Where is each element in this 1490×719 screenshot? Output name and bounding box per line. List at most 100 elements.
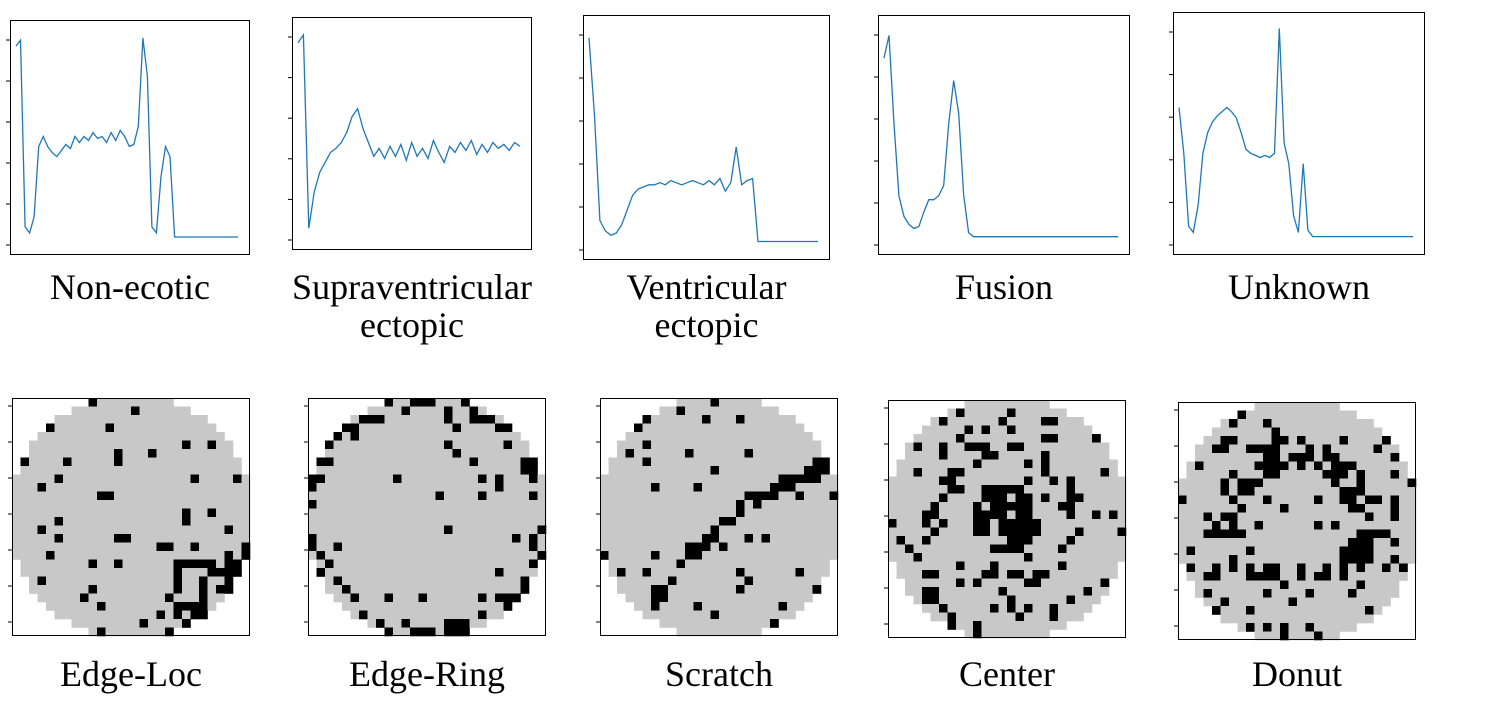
wafer-die [617,457,626,467]
wafer-die [1212,453,1221,462]
wafer-die [190,415,200,424]
wafer-die [333,449,343,458]
wafer-die [1024,476,1033,486]
wafer-die [316,551,326,560]
wafer-die [608,517,618,526]
wafer-die [1229,580,1238,590]
wafer-die [1075,459,1084,469]
wafer-die [710,406,720,416]
wafer-die [1024,561,1033,571]
wafer-die [503,474,513,484]
wafer-die [367,602,377,611]
wafer-die [444,406,453,416]
wafer-die [812,457,822,467]
wafer-die [651,517,660,526]
wafer-die [190,610,200,620]
wafer-die [668,619,677,628]
wafer-die [1041,476,1050,486]
wafer-die [625,483,635,492]
wafer-die [486,466,496,475]
wafer-die [804,593,813,603]
wafer-die [1305,487,1315,496]
wafer-die [973,408,982,418]
wafer-die [778,559,788,569]
wafer-die [964,485,974,494]
wafer-die [46,576,55,586]
wafer-die [1024,417,1033,426]
wafer-die [80,602,89,611]
wafer-die [744,517,754,526]
wafer-die [1066,553,1076,562]
wafer-die [964,621,974,630]
wafer-die [333,508,343,518]
wafer-die [1229,461,1238,471]
wafer-die [947,451,957,460]
wafer-die [1186,555,1196,564]
wafer-die [702,457,711,467]
wafer-die [131,517,140,526]
wafer-die [537,483,547,492]
wafer-die [702,406,711,416]
wafer-die [1237,436,1247,445]
wafer-die [1297,478,1306,488]
wafer-die [1254,614,1264,624]
wafer-die [1041,493,1050,503]
wafer-die [736,457,745,467]
wafer-die [1331,470,1340,479]
wafer-die [1331,555,1340,564]
wafer-die [702,508,711,518]
wafer-die [131,406,140,416]
wafer-die [1041,510,1050,520]
wafer-die [114,593,123,603]
wafer-die [804,525,813,535]
wafer-die [973,442,982,452]
wafer-die [29,517,38,526]
wafer-die [46,440,55,450]
wafer-die [1280,521,1289,530]
wafer-die [1024,612,1033,622]
wafer-die [1322,419,1332,428]
wafer-die [947,570,957,579]
wafer-die [401,406,411,416]
plot-frame [1178,402,1416,640]
wafer-die [981,510,991,520]
wafer-die [913,570,923,579]
wafer-die [659,517,669,526]
wafer-die [393,466,402,475]
wafer-die [418,585,428,594]
wafer-die [753,610,762,620]
wafer-die [461,585,470,594]
wafer-die [1271,453,1281,462]
wafer-die [736,525,745,535]
wafer-die [676,491,686,501]
wafer-die [719,440,728,450]
wafer-die [384,432,394,441]
wafer-die [114,466,123,475]
wafer-die [1305,631,1315,641]
wafer-die [956,570,965,579]
wafer-die [710,423,720,433]
wafer-die [1186,487,1196,496]
wafer-die [418,449,428,458]
wafer-die [1075,510,1084,520]
wafer-die [719,534,728,543]
wafer-die [1339,419,1349,428]
wafer-die [1314,597,1323,607]
wafer-die [693,534,703,543]
wafer-die [787,508,796,518]
wafer-die [1032,510,1042,520]
wafer-die [1049,434,1059,443]
wafer-die [719,627,728,637]
wafer-die [1007,587,1016,596]
wafer-die [1305,504,1315,513]
wafer-die [427,483,436,492]
wafer-die [1288,521,1298,530]
wafer-die [452,551,462,560]
wafer-die [947,587,957,596]
wafer-map [596,398,839,637]
wafer-die [444,542,453,552]
wafer-die [131,423,140,433]
wafer-die [182,542,191,552]
wafer-die [651,559,660,569]
wafer-die [770,483,779,492]
